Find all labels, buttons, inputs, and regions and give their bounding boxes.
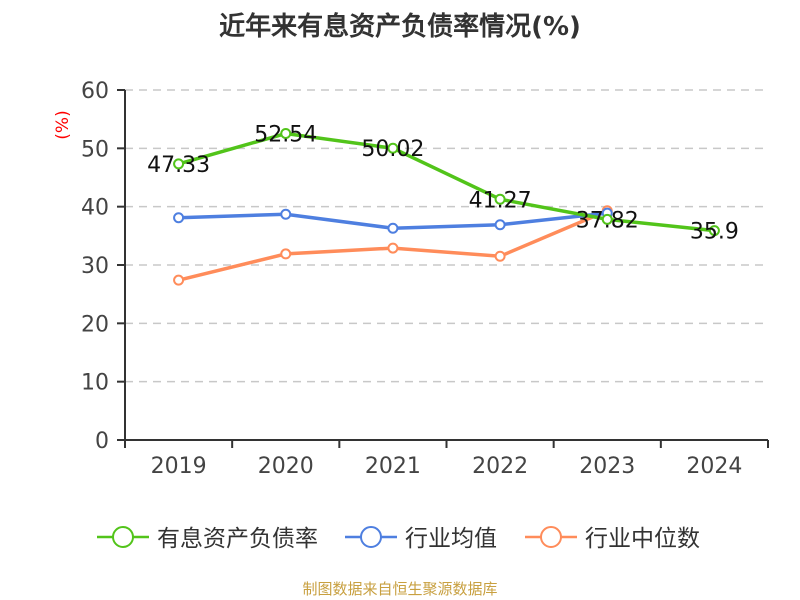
data-point xyxy=(280,248,292,260)
data-point xyxy=(708,225,720,237)
legend-marker xyxy=(112,526,134,548)
data-point xyxy=(494,250,506,262)
data-label: 50.02 xyxy=(361,137,424,162)
data-point xyxy=(494,219,506,231)
data-point xyxy=(173,274,185,286)
data-point xyxy=(280,208,292,220)
data-point xyxy=(387,242,399,254)
x-tick-label: 2022 xyxy=(472,454,528,479)
data-label: 47.33 xyxy=(147,153,210,178)
y-tick-label: 60 xyxy=(81,79,109,104)
data-point xyxy=(280,128,292,140)
data-label: 41.27 xyxy=(469,188,532,213)
y-tick-label: 30 xyxy=(81,254,109,279)
y-axis-label: (%) xyxy=(53,110,73,139)
legend-label: 行业中位数 xyxy=(585,526,700,552)
legend-label: 有息资产负债率 xyxy=(157,526,318,552)
x-tick-label: 2023 xyxy=(579,454,635,479)
data-point xyxy=(173,158,185,170)
data-point xyxy=(494,193,506,205)
source-note: 制图数据来自恒生聚源数据库 xyxy=(302,580,498,598)
legend-marker xyxy=(540,526,562,548)
legend-label: 行业均值 xyxy=(405,526,497,552)
y-tick-label: 50 xyxy=(81,137,109,162)
data-point xyxy=(601,213,613,225)
data-label: 37.82 xyxy=(576,208,639,233)
x-tick-label: 2024 xyxy=(686,454,742,479)
x-tick-label: 2021 xyxy=(365,454,421,479)
chart-title: 近年来有息资产负债率情况(%) xyxy=(219,12,581,42)
data-point xyxy=(173,212,185,224)
legend-marker xyxy=(360,526,382,548)
y-tick-label: 20 xyxy=(81,312,109,337)
x-tick-label: 2020 xyxy=(258,454,314,479)
data-point xyxy=(387,142,399,154)
y-tick-label: 40 xyxy=(81,196,109,221)
x-tick-label: 2019 xyxy=(151,454,207,479)
data-label: 52.54 xyxy=(254,123,317,148)
data-point xyxy=(387,222,399,234)
y-tick-label: 10 xyxy=(81,371,109,396)
data-label: 35.9 xyxy=(690,220,739,245)
series-line-0 xyxy=(178,131,715,233)
y-tick-label: 0 xyxy=(95,429,109,454)
